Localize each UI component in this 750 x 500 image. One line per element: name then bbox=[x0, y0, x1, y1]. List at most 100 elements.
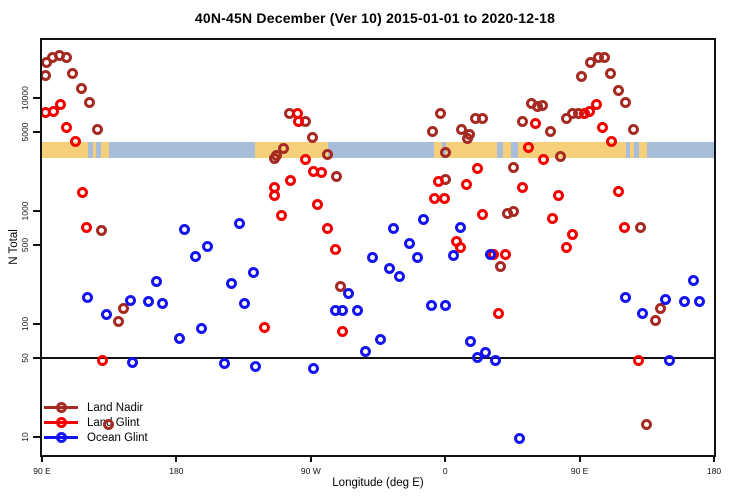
data-point-ocean-glint bbox=[238, 297, 250, 309]
data-point-land-glint bbox=[438, 192, 450, 204]
data-point-land-nadir bbox=[427, 126, 438, 138]
plot-clip-region: Land Nadir Land Glint Ocean Glint bbox=[42, 40, 714, 455]
data-point-land-glint bbox=[259, 321, 270, 333]
y-tick-label: 1000 bbox=[20, 201, 30, 221]
data-point-ocean-glint bbox=[480, 346, 492, 358]
y-axis-title: N Total bbox=[8, 229, 20, 265]
legend-marker bbox=[44, 432, 78, 443]
x-tick bbox=[713, 455, 715, 462]
x-tick bbox=[444, 455, 447, 462]
data-point-land-glint bbox=[429, 192, 441, 204]
data-point-ocean-glint bbox=[124, 294, 136, 306]
data-point-land-nadir bbox=[76, 83, 88, 95]
y-tick bbox=[33, 244, 40, 247]
data-point-ocean-glint bbox=[336, 304, 348, 316]
y-tick-label: 10000 bbox=[20, 86, 30, 110]
y-tick bbox=[33, 96, 40, 99]
data-point-land-glint bbox=[76, 186, 88, 198]
data-point-ocean-glint bbox=[447, 249, 459, 261]
data-point-ocean-glint bbox=[173, 332, 185, 344]
data-point-land-nadir bbox=[270, 149, 282, 161]
x-tick-label: 90 W bbox=[300, 466, 321, 476]
data-point-ocean-glint bbox=[663, 354, 675, 366]
data-point-ocean-glint bbox=[490, 354, 502, 366]
data-point-land-glint bbox=[530, 117, 542, 129]
data-point-land-glint bbox=[461, 179, 473, 191]
data-point-ocean-glint bbox=[234, 218, 246, 230]
data-point-land-nadir bbox=[635, 222, 647, 234]
map-ocean-patch bbox=[496, 141, 503, 158]
chart-title: 40N-45N December (Ver 10) 2015-01-01 to … bbox=[194, 10, 556, 26]
data-point-land-glint bbox=[606, 136, 618, 148]
y-tick-label: 500 bbox=[20, 237, 30, 253]
data-point-ocean-glint bbox=[513, 433, 525, 445]
data-point-land-nadir bbox=[330, 170, 342, 182]
data-point-land-nadir bbox=[494, 260, 506, 272]
data-point-land-nadir bbox=[508, 205, 520, 217]
data-point-ocean-glint bbox=[100, 309, 112, 321]
data-point-land-glint bbox=[516, 182, 528, 194]
plot-area: Land Nadir Land Glint Ocean Glint 10000 500… bbox=[8, 38, 721, 489]
data-point-land-glint bbox=[583, 106, 595, 118]
data-point-ocean-glint bbox=[247, 266, 259, 278]
data-point-ocean-glint bbox=[678, 295, 690, 307]
legend-label: Land Nadir bbox=[87, 401, 144, 414]
data-point-ocean-glint bbox=[352, 304, 364, 316]
map-land-segment bbox=[100, 141, 110, 158]
data-point-land-glint bbox=[293, 115, 305, 127]
x-tick-label: 0 bbox=[442, 466, 448, 476]
data-point-land-glint bbox=[500, 249, 512, 261]
data-point-land-glint bbox=[633, 354, 645, 366]
data-point-land-nadir bbox=[42, 57, 52, 69]
data-point-ocean-glint bbox=[426, 299, 438, 311]
data-point-land-nadir bbox=[322, 149, 334, 161]
legend-item: Land Nadir bbox=[44, 400, 148, 415]
data-point-ocean-glint bbox=[359, 346, 371, 358]
data-point-ocean-glint bbox=[151, 275, 163, 287]
x-axis-title: Longitude (deg E) bbox=[332, 477, 424, 489]
y-tick bbox=[33, 130, 40, 133]
data-point-land-nadir bbox=[576, 70, 588, 82]
y-tick bbox=[33, 436, 40, 439]
data-point-land-glint bbox=[285, 174, 297, 186]
data-point-land-nadir bbox=[61, 51, 73, 63]
data-point-land-nadir bbox=[584, 56, 596, 68]
data-point-land-glint bbox=[477, 209, 489, 221]
data-point-land-glint bbox=[618, 221, 630, 233]
data-point-land-nadir bbox=[544, 126, 556, 138]
map-land-segment bbox=[638, 141, 647, 158]
data-point-land-nadir bbox=[42, 69, 51, 81]
data-point-ocean-glint bbox=[454, 221, 466, 233]
data-point-land-glint bbox=[276, 209, 288, 221]
data-point-land-nadir bbox=[440, 146, 452, 158]
data-point-land-nadir bbox=[464, 129, 476, 141]
data-point-land-glint bbox=[432, 175, 444, 187]
data-point-land-nadir bbox=[435, 107, 447, 119]
data-point-land-nadir bbox=[113, 315, 125, 327]
y-tick-label: 50 bbox=[20, 353, 30, 363]
data-point-ocean-glint bbox=[343, 288, 355, 300]
data-point-ocean-glint bbox=[126, 356, 138, 368]
x-tick bbox=[41, 455, 43, 462]
x-tick bbox=[309, 455, 312, 462]
data-point-land-nadir bbox=[605, 68, 617, 80]
data-point-land-glint bbox=[523, 142, 535, 154]
legend-label: Ocean Glint bbox=[87, 431, 148, 444]
data-point-land-glint bbox=[47, 106, 59, 118]
data-point-land-nadir bbox=[67, 67, 79, 79]
data-point-ocean-glint bbox=[394, 270, 406, 282]
data-point-ocean-glint bbox=[440, 299, 452, 311]
data-point-ocean-glint bbox=[142, 296, 154, 308]
data-point-land-glint bbox=[560, 241, 572, 253]
legend-circle-icon bbox=[56, 417, 67, 428]
map-ocean-patch bbox=[510, 141, 519, 158]
y-tick bbox=[33, 357, 40, 360]
y-tick-label: 10 bbox=[20, 432, 30, 442]
data-point-ocean-glint bbox=[384, 263, 396, 275]
data-point-land-glint bbox=[329, 244, 341, 256]
data-point-land-glint bbox=[96, 354, 108, 366]
data-point-land-nadir bbox=[83, 96, 95, 108]
data-point-land-nadir bbox=[627, 124, 639, 136]
data-point-land-nadir bbox=[335, 280, 347, 292]
